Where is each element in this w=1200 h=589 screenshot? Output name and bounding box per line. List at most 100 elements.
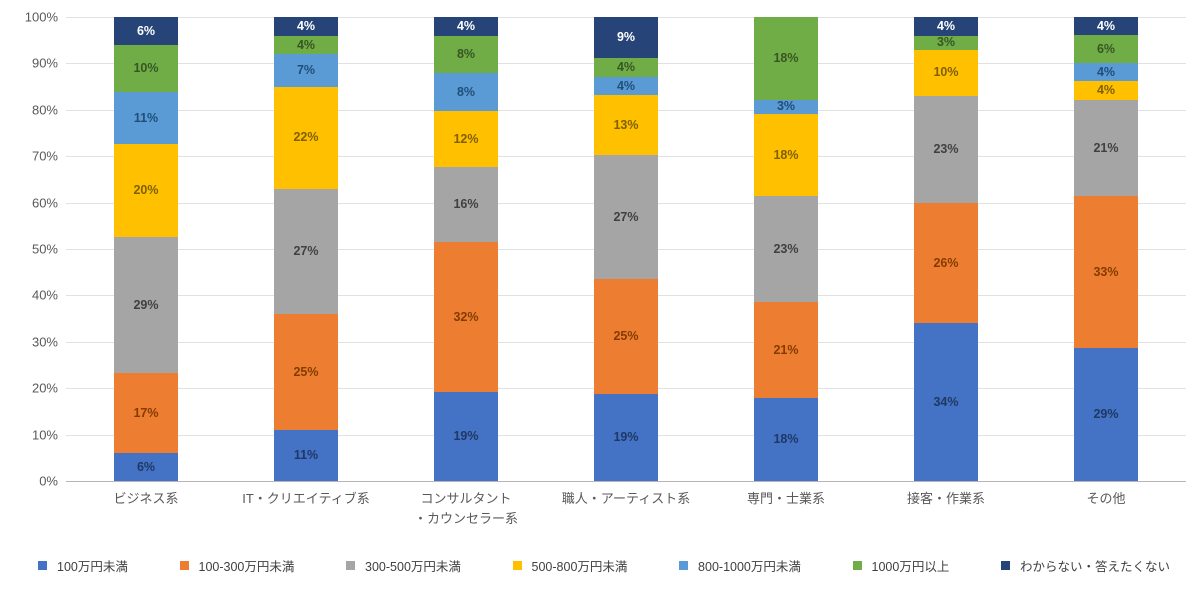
data-label: 4% xyxy=(296,37,316,52)
legend-item: 300-500万円未満 xyxy=(346,556,461,575)
bar-segment: 16% xyxy=(434,167,498,242)
data-label: 8% xyxy=(456,84,476,99)
bar-segment: 4% xyxy=(274,17,338,36)
legend-marker-icon xyxy=(179,561,189,570)
bar-segment: 4% xyxy=(434,17,498,36)
x-axis-category-label: 職人・アーティスト系 xyxy=(561,491,691,506)
data-label: 20% xyxy=(133,183,159,198)
data-label: 4% xyxy=(616,60,636,75)
bar-segment: 8% xyxy=(434,35,498,74)
category-slot: 11% 25% 27% 22% 7% 4% 4% xyxy=(226,17,386,481)
bar-segment: 34% xyxy=(914,323,978,481)
bar-segment: 4% xyxy=(914,17,978,36)
stacked-bar: 19% 25% 27% 13% 4% 4% 9% xyxy=(594,17,658,481)
bar-segment: 18% xyxy=(754,398,818,481)
data-label: 34% xyxy=(933,394,959,409)
data-label: 19% xyxy=(453,429,479,444)
y-axis-tick-label: 0% xyxy=(39,473,58,489)
x-axis-category-label: ビジネス系 xyxy=(113,491,179,506)
bar-segment: 4% xyxy=(274,35,338,55)
data-label: 33% xyxy=(1093,264,1119,279)
bar-segment: 4% xyxy=(1074,62,1138,82)
data-label: 11% xyxy=(293,448,319,463)
data-label: 27% xyxy=(613,209,639,224)
legend-marker-icon xyxy=(852,561,862,570)
category-slot: 18% 21% 23% 18% 3% 18% xyxy=(706,17,866,481)
legend-item: わからない・答えたくない xyxy=(1000,556,1170,575)
data-label: 4% xyxy=(616,78,636,93)
x-axis-category-label: IT・クリエイティブ系 xyxy=(242,491,370,506)
bar-segment: 10% xyxy=(114,45,178,93)
bar-segment: 3% xyxy=(754,99,818,114)
bar-segment: 18% xyxy=(754,113,818,197)
stacked-bar: 6% 17% 29% 20% 11% 10% 6% xyxy=(114,17,178,481)
legend-marker-icon xyxy=(512,561,522,570)
data-label: 26% xyxy=(933,255,959,270)
y-axis-tick-label: 60% xyxy=(31,195,58,211)
bar-segment: 25% xyxy=(594,278,658,394)
data-label: 23% xyxy=(933,142,959,157)
bar-segment: 3% xyxy=(914,35,978,50)
data-label: 18% xyxy=(773,51,799,66)
plot-area: 100% 90% 80% 70% 60% 50% 40% 30% 20% 10% 0% 6% 17% 29… xyxy=(25,10,1186,489)
x-axis-category-label: コンサルタント ・カウンセラー系 xyxy=(413,491,518,526)
data-label: 9% xyxy=(616,30,636,45)
data-label: 23% xyxy=(773,241,799,256)
legend-label: 300-500万円未満 xyxy=(365,560,461,574)
y-axis-tick-label: 90% xyxy=(31,55,58,71)
bar-segment: 25% xyxy=(274,313,338,430)
data-label: 29% xyxy=(1093,407,1119,422)
legend-label: 500-800万円未満 xyxy=(531,560,628,574)
legend-label: 1000万円以上 xyxy=(871,560,950,574)
bar-segment: 19% xyxy=(434,391,498,481)
data-label: 19% xyxy=(613,430,639,445)
legend-label: 800-1000万円未満 xyxy=(698,560,801,574)
data-label: 10% xyxy=(933,65,959,80)
data-label: 32% xyxy=(453,309,479,324)
category-slot: 29% 33% 21% 4% 4% 6% 4% xyxy=(1026,17,1186,481)
y-axis-tick-label: 30% xyxy=(31,334,58,350)
bar-segment: 19% xyxy=(594,393,658,481)
legend-item: 1000万円以上 xyxy=(852,556,950,575)
legend-item: 100-300万円未満 xyxy=(179,556,294,575)
data-label: 21% xyxy=(773,342,799,357)
bar-segment: 21% xyxy=(754,301,818,399)
bar-segment: 13% xyxy=(594,95,658,155)
data-label: 3% xyxy=(936,35,956,50)
y-axis-tick-label: 70% xyxy=(31,148,58,164)
data-label: 7% xyxy=(296,63,316,78)
data-label: 4% xyxy=(296,19,316,34)
bar-segment: 9% xyxy=(594,17,658,59)
data-label: 12% xyxy=(453,131,479,146)
legend-label: 100万円未満 xyxy=(57,560,128,574)
bar-segment: 29% xyxy=(1074,347,1138,481)
bar-segment: 6% xyxy=(114,17,178,46)
bar-segment: 6% xyxy=(114,452,178,481)
data-label: 25% xyxy=(293,364,319,379)
bar-segment: 4% xyxy=(594,58,658,77)
chart-legend: 100万円未満 100-300万円未満 300-500万円未満 500-800万円未満… xyxy=(38,556,1170,575)
data-label: 6% xyxy=(136,459,156,474)
legend-item: 800-1000万円未満 xyxy=(679,556,801,575)
data-label: 6% xyxy=(1096,41,1116,56)
y-axis-tick-label: 80% xyxy=(31,102,58,118)
category-slot: 34% 26% 23% 10% 3% 4% xyxy=(866,17,1026,481)
legend-item: 500-800万円未満 xyxy=(512,556,628,575)
y-axis-tick-label: 40% xyxy=(31,287,58,303)
data-label: 16% xyxy=(453,197,479,212)
bar-segment: 11% xyxy=(114,92,178,144)
bar-segment: 22% xyxy=(274,86,338,189)
bar-segment: 27% xyxy=(594,154,658,279)
stacked-bar: 29% 33% 21% 4% 4% 6% 4% xyxy=(1074,17,1138,481)
data-label: 22% xyxy=(293,130,319,145)
data-label: 4% xyxy=(1096,64,1116,79)
stacked-bar: 18% 21% 23% 18% 3% 18% xyxy=(754,17,818,481)
x-axis-category-label: その他 xyxy=(1086,491,1126,506)
data-label: 4% xyxy=(1096,18,1116,33)
data-label: 27% xyxy=(293,244,319,259)
stacked-bar: 34% 26% 23% 10% 3% 4% xyxy=(914,17,978,481)
bar-segment: 11% xyxy=(274,429,338,481)
bar-segment: 8% xyxy=(434,73,498,111)
data-label: 29% xyxy=(133,298,159,313)
